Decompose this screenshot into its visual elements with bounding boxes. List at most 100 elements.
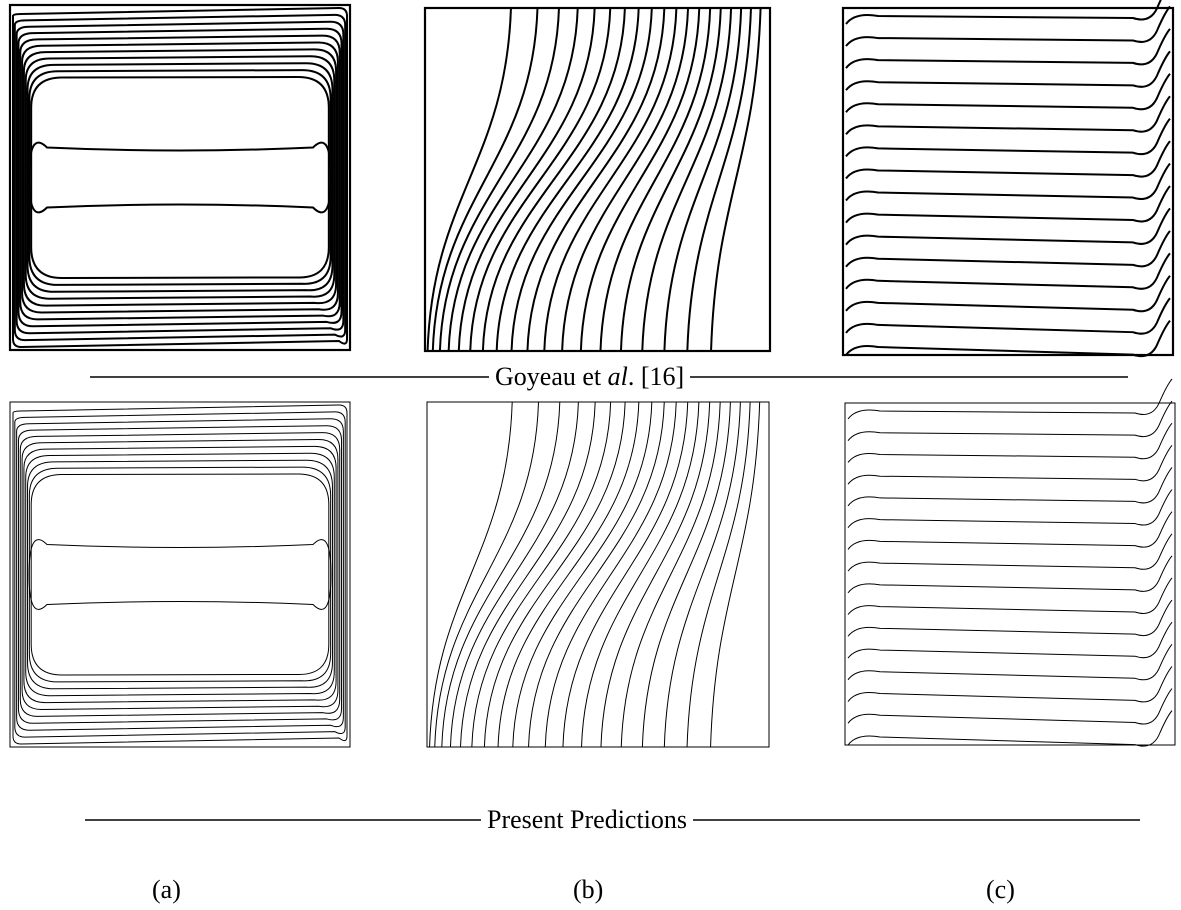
isoconcentration [847, 489, 1173, 528]
isotherm [426, 7, 512, 352]
isoconcentration [845, 73, 1171, 113]
isotherm [544, 401, 677, 748]
streamline [21, 438, 339, 711]
isotherm [512, 401, 653, 748]
isotherm [471, 401, 612, 748]
isotherm [562, 401, 689, 748]
isoconcentration [845, 140, 1171, 180]
goyeau-panel-a-streamlines [8, 3, 352, 352]
isotherm [449, 401, 579, 748]
streamline [17, 27, 343, 328]
isotherm [663, 401, 741, 748]
streamline-core [28, 539, 332, 610]
streamline [27, 459, 333, 690]
isoconcentration [845, 319, 1171, 358]
present-panel-b-isotherms [426, 401, 770, 748]
isotherm [710, 7, 762, 352]
streamline [30, 75, 330, 280]
streamline [22, 48, 338, 307]
panel-frame [841, 6, 1175, 357]
streamline [24, 55, 336, 300]
isoconcentration [847, 378, 1173, 420]
isotherm [495, 7, 640, 352]
present-panel-a-streamlines [9, 401, 351, 748]
isoconcentration [845, 118, 1171, 158]
top-caption-suffix: . [16] [627, 362, 685, 391]
isoconcentration [845, 252, 1171, 290]
isotherm [469, 7, 612, 352]
goyeau-panel-c-isoconcentrations [841, 0, 1175, 358]
isotherm [663, 7, 743, 352]
isotherm [686, 7, 752, 352]
isotherm [438, 7, 560, 352]
panel-label-b: (b) [573, 875, 604, 904]
panel-label-a: (a) [152, 875, 181, 904]
isotherm [526, 7, 666, 352]
panel-frame [844, 402, 1176, 746]
isoconcentration [845, 230, 1171, 268]
panel-frame [8, 3, 352, 352]
streamline [30, 473, 330, 676]
isotherm [619, 7, 722, 352]
isoconcentration [847, 467, 1173, 507]
isotherm [431, 7, 539, 352]
isotherm [497, 401, 640, 748]
isoconcentration [845, 275, 1171, 313]
isotherm [600, 401, 711, 748]
isoconcentration [845, 162, 1171, 202]
isotherm [581, 401, 700, 748]
top-caption-italic: al [607, 362, 628, 391]
streamline [17, 425, 343, 724]
streamline [12, 6, 348, 349]
isoconcentration [847, 577, 1173, 615]
streamline [12, 404, 348, 745]
top-caption: Goyeau et al. [16] [489, 362, 691, 392]
isotherm [457, 7, 596, 352]
isotherm [710, 401, 761, 748]
streamline [19, 34, 341, 321]
top-caption-prefix: Goyeau et [495, 362, 608, 391]
isotherm [434, 401, 540, 748]
isotherm [599, 7, 712, 352]
isoconcentration [847, 533, 1173, 572]
isotherm [429, 401, 513, 748]
goyeau-panel-b-isotherms [423, 6, 772, 353]
isotherm [481, 7, 626, 352]
streamline [21, 41, 339, 314]
isoconcentration [845, 5, 1171, 47]
isotherm [459, 401, 596, 748]
isotherm [686, 401, 751, 748]
isoconcentration [847, 445, 1173, 485]
isoconcentration [845, 185, 1171, 224]
isotherm [579, 7, 701, 352]
isoconcentration [845, 0, 1162, 25]
isoconcentration [847, 643, 1173, 681]
streamline [15, 20, 345, 335]
streamline-core [27, 141, 333, 214]
streamline [25, 452, 335, 697]
isoconcentration [847, 422, 1173, 463]
isotherm [561, 7, 690, 352]
streamline [19, 432, 341, 717]
isoconcentration [847, 688, 1173, 725]
isoconcentration [847, 511, 1173, 550]
streamline [26, 62, 334, 293]
isotherm [441, 401, 561, 748]
isotherm [620, 401, 721, 748]
isotherm [543, 7, 678, 352]
isotherm [483, 401, 626, 748]
isotherm [641, 7, 733, 352]
streamline [28, 69, 332, 286]
panel-frame [9, 401, 351, 748]
isoconcentration [845, 297, 1171, 335]
present-panel-c-isoconcentrations [844, 378, 1176, 747]
panel-label-c: (c) [986, 875, 1015, 904]
isoconcentration [845, 95, 1171, 135]
bottom-caption: Present Predictions [481, 805, 694, 835]
streamline [28, 466, 332, 683]
isoconcentration [847, 666, 1173, 703]
panel-frame [423, 6, 772, 353]
streamline [14, 411, 346, 738]
bottom-caption-text: Present Predictions [487, 805, 688, 834]
isotherm [528, 401, 665, 748]
